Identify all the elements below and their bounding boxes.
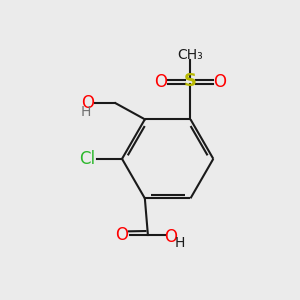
Text: O: O bbox=[81, 94, 94, 112]
Text: CH₃: CH₃ bbox=[178, 47, 203, 61]
Text: H: H bbox=[174, 236, 185, 250]
Text: O: O bbox=[116, 226, 128, 244]
Text: O: O bbox=[164, 228, 177, 246]
Text: S: S bbox=[184, 72, 197, 90]
Text: H: H bbox=[81, 105, 91, 119]
Text: Cl: Cl bbox=[79, 150, 95, 168]
Text: O: O bbox=[154, 73, 167, 91]
Text: O: O bbox=[213, 73, 226, 91]
